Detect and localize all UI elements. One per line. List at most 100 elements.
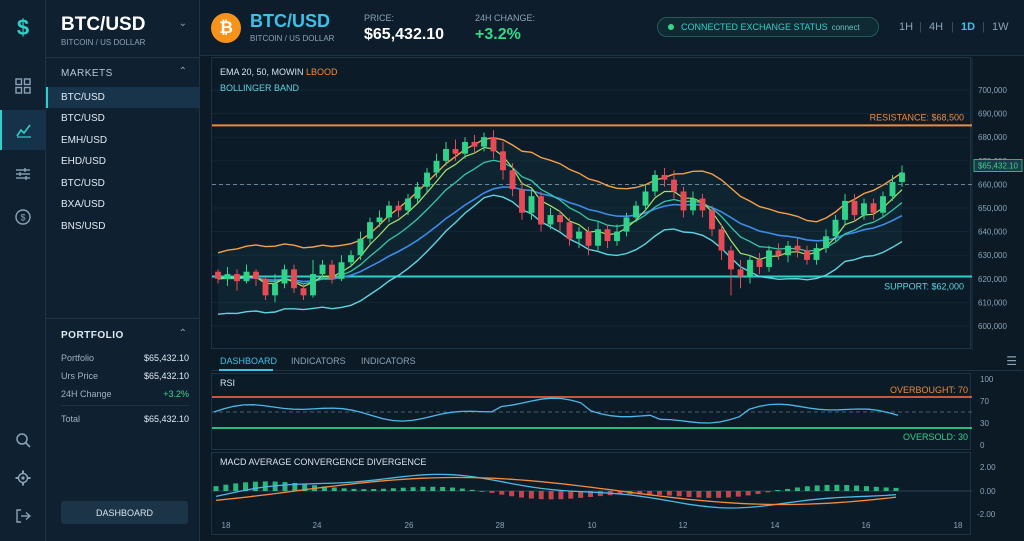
y-tick-label: 600,000 (978, 322, 1007, 331)
candle (291, 264, 297, 293)
macd-bar (509, 491, 515, 497)
portfolio-row: Urs Price $65,432.10 (61, 371, 189, 381)
logout-icon[interactable] (0, 496, 46, 536)
header-subtitle: BITCOIN / US DOLLAR (250, 34, 335, 43)
candle (357, 231, 364, 260)
timeframe-1d[interactable]: 1D (961, 21, 976, 33)
portfolio-title: PORTFOLIO (61, 330, 124, 341)
rsi-title: RSI (220, 378, 235, 388)
search-icon[interactable] (0, 420, 46, 460)
macd-bar (775, 490, 781, 491)
dashboard-grid-icon[interactable] (0, 66, 46, 106)
market-item[interactable]: BTC/USD (46, 87, 199, 108)
portfolio-row: 24H Change +3.2% (61, 389, 189, 399)
dollar-logo-icon: $ (16, 15, 30, 40)
macd-bar (331, 487, 337, 491)
candle (804, 245, 810, 265)
market-item[interactable]: BXA/USD (61, 199, 105, 210)
rsi-chart[interactable]: RSI OVERBOUGHT: 70 OVERSOLD: 30 100 70 3… (212, 374, 1024, 451)
macd-bar (794, 487, 800, 491)
bollinger-upper-line (217, 136, 903, 254)
chevron-down-icon[interactable]: ⌄ (178, 18, 187, 29)
market-item[interactable]: EMH/USD (61, 135, 108, 146)
y-tick-label: 650,000 (978, 204, 1007, 213)
macd-bar (371, 489, 377, 491)
candle (614, 224, 620, 246)
dollar-circle-icon[interactable]: $ (0, 197, 46, 237)
macd-bar (341, 488, 347, 491)
macd-bar (558, 491, 564, 500)
price-chart-panel: EMA 20, 50, MOWIN LBOOD BOLLINGER BAND R… (211, 57, 1023, 350)
macd-bar (450, 487, 456, 491)
macd-bar (814, 485, 820, 491)
candle (699, 193, 706, 218)
market-item[interactable]: BTC/USD (61, 113, 105, 124)
candle (585, 226, 592, 256)
market-item[interactable]: BNS/USD (61, 221, 106, 232)
y-tick-label: 640,000 (978, 228, 1007, 237)
macd-bar (292, 482, 298, 491)
candle (519, 182, 525, 220)
tab-indicators[interactable]: INDICATORS (291, 356, 346, 366)
price-chart[interactable]: EMA 20, 50, MOWIN LBOOD BOLLINGER BAND R… (212, 58, 1024, 350)
candle (861, 198, 867, 220)
candle (319, 259, 326, 279)
tab-dashboard[interactable]: DASHBOARD (220, 356, 278, 366)
candle (813, 243, 820, 265)
chart-icon[interactable] (0, 110, 46, 150)
gear-icon[interactable] (0, 458, 46, 498)
price-tag (973, 159, 1023, 172)
candle (870, 198, 877, 220)
sidebar-subtitle: BITCOIN / US DOLLAR (61, 38, 146, 47)
timeframe-1h[interactable]: 1H (899, 21, 914, 33)
macd-bar (656, 491, 662, 495)
tab-indicators-2[interactable]: INDICATORS (361, 356, 416, 366)
candle (690, 191, 696, 216)
menu-icon[interactable]: ☰ (1006, 354, 1017, 368)
macd-bar (440, 486, 446, 491)
candle (718, 224, 725, 260)
x-tick-label: 18 (954, 521, 963, 530)
candle (224, 267, 231, 286)
candle (424, 167, 430, 192)
x-tick-label: 12 (679, 521, 688, 530)
sliders-icon[interactable] (0, 154, 46, 194)
candle (671, 170, 677, 199)
macd-bar (223, 484, 229, 491)
macd-tick: 0.00 (980, 487, 996, 496)
candle (880, 191, 886, 218)
macd-bar (844, 485, 850, 491)
macd-bar (381, 488, 387, 491)
macd-bar (706, 491, 712, 498)
macd-chart[interactable]: MACD AVERAGE CONVERGENCE DIVERGENCE 2.00… (212, 453, 1024, 541)
x-tick-label: 26 (405, 521, 414, 530)
candle (509, 163, 516, 197)
x-tick-label: 14 (771, 521, 780, 530)
candle (376, 210, 383, 227)
macd-bar (647, 491, 653, 495)
dashboard-button[interactable]: DASHBOARD (61, 501, 188, 524)
macd-bar (696, 491, 702, 498)
price-value: $65,432.10 (364, 26, 445, 43)
bollinger-lower-line (217, 194, 903, 315)
candle (538, 191, 544, 232)
macd-bar (834, 484, 840, 491)
x-tick-label: 16 (862, 521, 871, 530)
candle (338, 255, 345, 282)
macd-bar (410, 487, 416, 491)
macd-bar (321, 486, 327, 491)
timeframe-4h[interactable]: 4H (929, 21, 944, 33)
markets-title: MARKETS (61, 68, 113, 79)
chevron-up-icon[interactable]: ⌃ (178, 328, 187, 339)
oversold-label: OVERSOLD: 30 (903, 432, 968, 442)
chevron-up-icon[interactable]: ⌃ (178, 66, 187, 77)
market-item[interactable]: BTC/USD (61, 178, 105, 189)
indicator-tabs: DASHBOARD INDICATORS INDICATORS ☰ (211, 351, 1023, 371)
market-item[interactable]: EHD/USD (61, 156, 107, 167)
macd-bar (666, 491, 672, 496)
y-tick-label: 610,000 (978, 298, 1007, 307)
macd-bar (716, 491, 722, 498)
timeframe-1w[interactable]: 1W (992, 21, 1009, 33)
macd-bar (873, 486, 879, 491)
candle (414, 182, 421, 204)
